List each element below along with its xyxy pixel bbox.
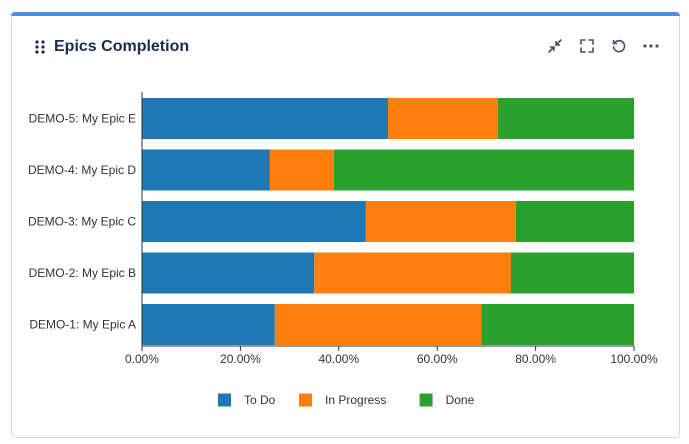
y-tick-label: DEMO-2: My Epic B: [29, 266, 136, 280]
x-tick-label: 40.00%: [318, 352, 359, 366]
bar-1-in-progress[interactable]: [388, 98, 498, 139]
legend-label-done[interactable]: Done: [446, 393, 475, 407]
y-tick-label: DEMO-4: My Epic D: [28, 163, 136, 177]
bar-4-done[interactable]: [511, 252, 634, 294]
legend-swatch-to-do[interactable]: [218, 393, 231, 407]
legend-label-to-do[interactable]: To Do: [244, 393, 276, 407]
bar-4-in-progress[interactable]: [314, 252, 511, 294]
x-tick-label: 80.00%: [515, 352, 556, 366]
bar-2-to-do[interactable]: [142, 149, 270, 191]
drag-handle-icon[interactable]: [34, 39, 46, 55]
bar-5-done[interactable]: [481, 304, 634, 345]
more-icon[interactable]: [641, 36, 661, 56]
y-tick-label: DEMO-1: My Epic A: [29, 318, 136, 332]
bar-3-to-do[interactable]: [142, 201, 366, 242]
bar-3-in-progress[interactable]: [365, 201, 516, 242]
x-tick-label: 100.00%: [610, 352, 658, 366]
y-tick-label: DEMO-5: My Epic E: [29, 112, 136, 126]
bar-1-done[interactable]: [497, 98, 634, 139]
x-tick-label: 60.00%: [417, 352, 458, 366]
bar-3-done[interactable]: [515, 201, 634, 242]
bar-4-to-do[interactable]: [142, 252, 315, 294]
fullscreen-icon[interactable]: [577, 36, 597, 56]
legend-swatch-in-progress[interactable]: [299, 393, 312, 407]
legend-swatch-done[interactable]: [419, 393, 433, 407]
bar-1-to-do[interactable]: [142, 98, 388, 139]
collapse-icon[interactable]: [545, 36, 565, 56]
bar-5-in-progress[interactable]: [274, 304, 482, 345]
bar-2-in-progress[interactable]: [269, 149, 334, 191]
y-tick-label: DEMO-3: My Epic C: [28, 215, 136, 229]
refresh-icon[interactable]: [609, 36, 629, 56]
widget-title: Epics Completion: [54, 38, 190, 55]
legend-label-in-progress[interactable]: In Progress: [325, 393, 386, 407]
card-accent-bar: [11, 12, 680, 16]
bar-2-done[interactable]: [333, 149, 634, 191]
widget-actions: [545, 36, 661, 56]
widget-header: Epics Completion: [12, 17, 679, 73]
x-tick-label: 20.00%: [220, 352, 261, 366]
bar-5-to-do[interactable]: [142, 304, 275, 345]
x-tick-label: 0.00%: [125, 352, 159, 366]
